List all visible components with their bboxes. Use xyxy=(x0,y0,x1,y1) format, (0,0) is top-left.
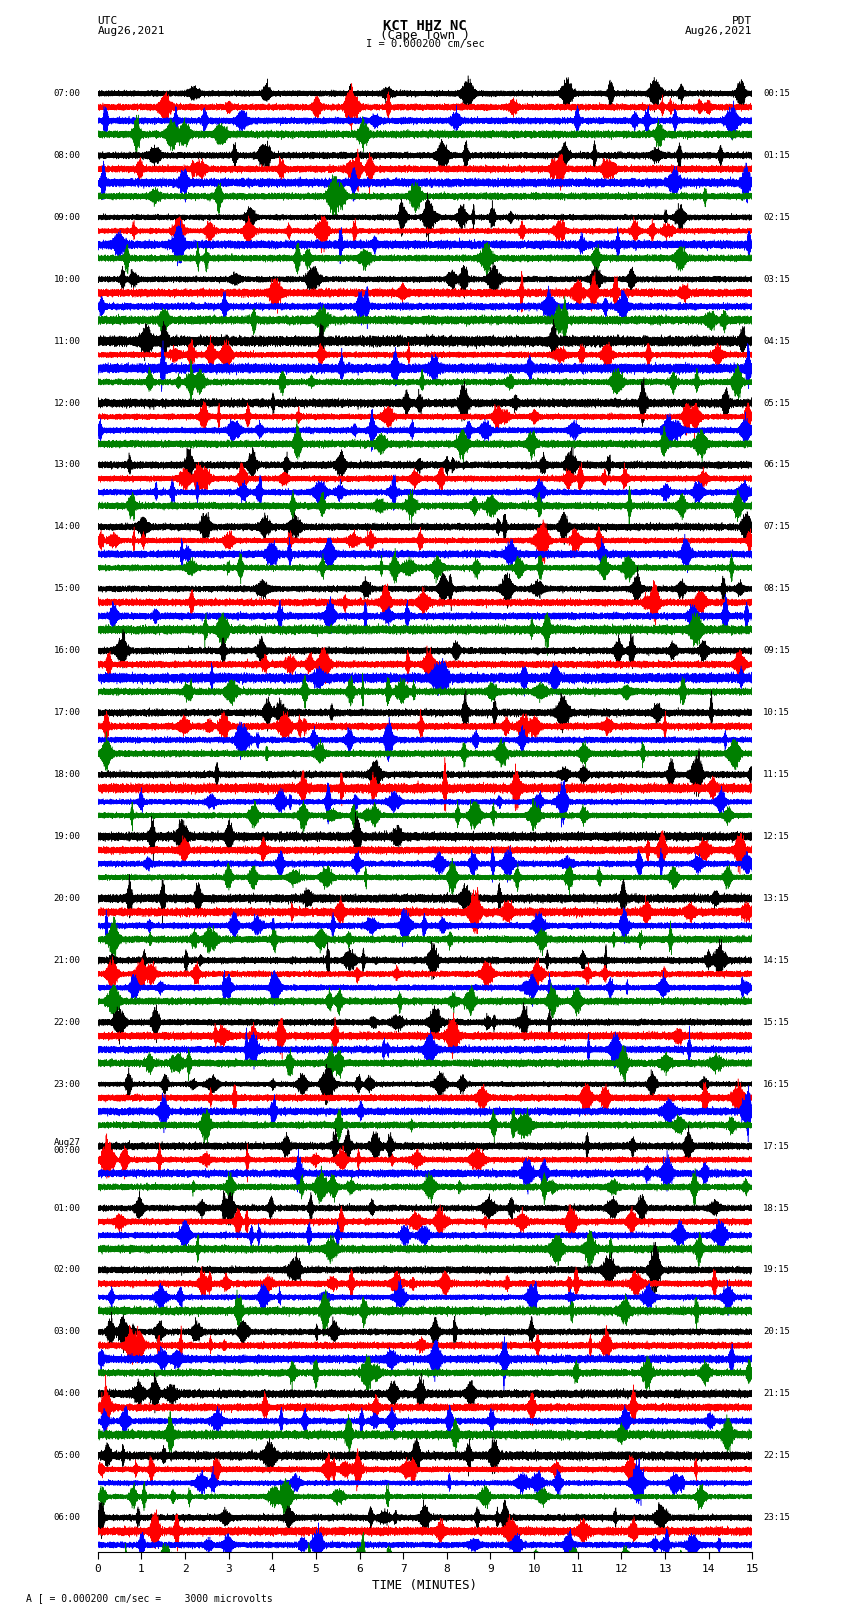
Text: 21:15: 21:15 xyxy=(763,1389,790,1398)
Text: 08:15: 08:15 xyxy=(763,584,790,594)
Text: 10:15: 10:15 xyxy=(763,708,790,718)
Text: I = 0.000200 cm/sec: I = 0.000200 cm/sec xyxy=(366,39,484,48)
Text: 02:00: 02:00 xyxy=(54,1266,80,1274)
Text: 00:00: 00:00 xyxy=(54,1145,80,1155)
Text: 06:15: 06:15 xyxy=(763,460,790,469)
Text: PDT: PDT xyxy=(732,16,752,26)
Text: 09:00: 09:00 xyxy=(54,213,80,223)
Text: 23:00: 23:00 xyxy=(54,1079,80,1089)
Text: 15:00: 15:00 xyxy=(54,584,80,594)
Text: 13:15: 13:15 xyxy=(763,894,790,903)
Text: 03:15: 03:15 xyxy=(763,274,790,284)
Text: Aug26,2021: Aug26,2021 xyxy=(685,26,752,35)
Text: 11:00: 11:00 xyxy=(54,337,80,345)
Text: Aug27: Aug27 xyxy=(54,1137,80,1147)
Text: 19:15: 19:15 xyxy=(763,1266,790,1274)
Text: 08:00: 08:00 xyxy=(54,152,80,160)
Text: 06:00: 06:00 xyxy=(54,1513,80,1523)
Text: 07:00: 07:00 xyxy=(54,89,80,98)
Text: 04:15: 04:15 xyxy=(763,337,790,345)
Text: 17:00: 17:00 xyxy=(54,708,80,718)
Text: 01:00: 01:00 xyxy=(54,1203,80,1213)
Text: KCT HHZ NC: KCT HHZ NC xyxy=(383,19,467,34)
Text: 11:15: 11:15 xyxy=(763,769,790,779)
Text: 14:15: 14:15 xyxy=(763,957,790,965)
Text: 07:15: 07:15 xyxy=(763,523,790,531)
X-axis label: TIME (MINUTES): TIME (MINUTES) xyxy=(372,1579,478,1592)
Text: 05:15: 05:15 xyxy=(763,398,790,408)
Text: 18:00: 18:00 xyxy=(54,769,80,779)
Text: 03:00: 03:00 xyxy=(54,1327,80,1337)
Text: 20:00: 20:00 xyxy=(54,894,80,903)
Text: 10:00: 10:00 xyxy=(54,274,80,284)
Text: 23:15: 23:15 xyxy=(763,1513,790,1523)
Text: 18:15: 18:15 xyxy=(763,1203,790,1213)
Text: 01:15: 01:15 xyxy=(763,152,790,160)
Text: 04:00: 04:00 xyxy=(54,1389,80,1398)
Text: 12:15: 12:15 xyxy=(763,832,790,840)
Text: 22:15: 22:15 xyxy=(763,1452,790,1460)
Text: 21:00: 21:00 xyxy=(54,957,80,965)
Text: 19:00: 19:00 xyxy=(54,832,80,840)
Text: 22:00: 22:00 xyxy=(54,1018,80,1027)
Text: 09:15: 09:15 xyxy=(763,647,790,655)
Text: 17:15: 17:15 xyxy=(763,1142,790,1150)
Text: 20:15: 20:15 xyxy=(763,1327,790,1337)
Text: Aug26,2021: Aug26,2021 xyxy=(98,26,165,35)
Text: 13:00: 13:00 xyxy=(54,460,80,469)
Text: A [ = 0.000200 cm/sec =    3000 microvolts: A [ = 0.000200 cm/sec = 3000 microvolts xyxy=(26,1594,272,1603)
Text: (Cape Town ): (Cape Town ) xyxy=(380,29,470,42)
Text: 02:15: 02:15 xyxy=(763,213,790,223)
Text: 05:00: 05:00 xyxy=(54,1452,80,1460)
Text: 12:00: 12:00 xyxy=(54,398,80,408)
Text: 16:00: 16:00 xyxy=(54,647,80,655)
Text: 00:15: 00:15 xyxy=(763,89,790,98)
Text: 14:00: 14:00 xyxy=(54,523,80,531)
Text: UTC: UTC xyxy=(98,16,118,26)
Text: 15:15: 15:15 xyxy=(763,1018,790,1027)
Text: 16:15: 16:15 xyxy=(763,1079,790,1089)
